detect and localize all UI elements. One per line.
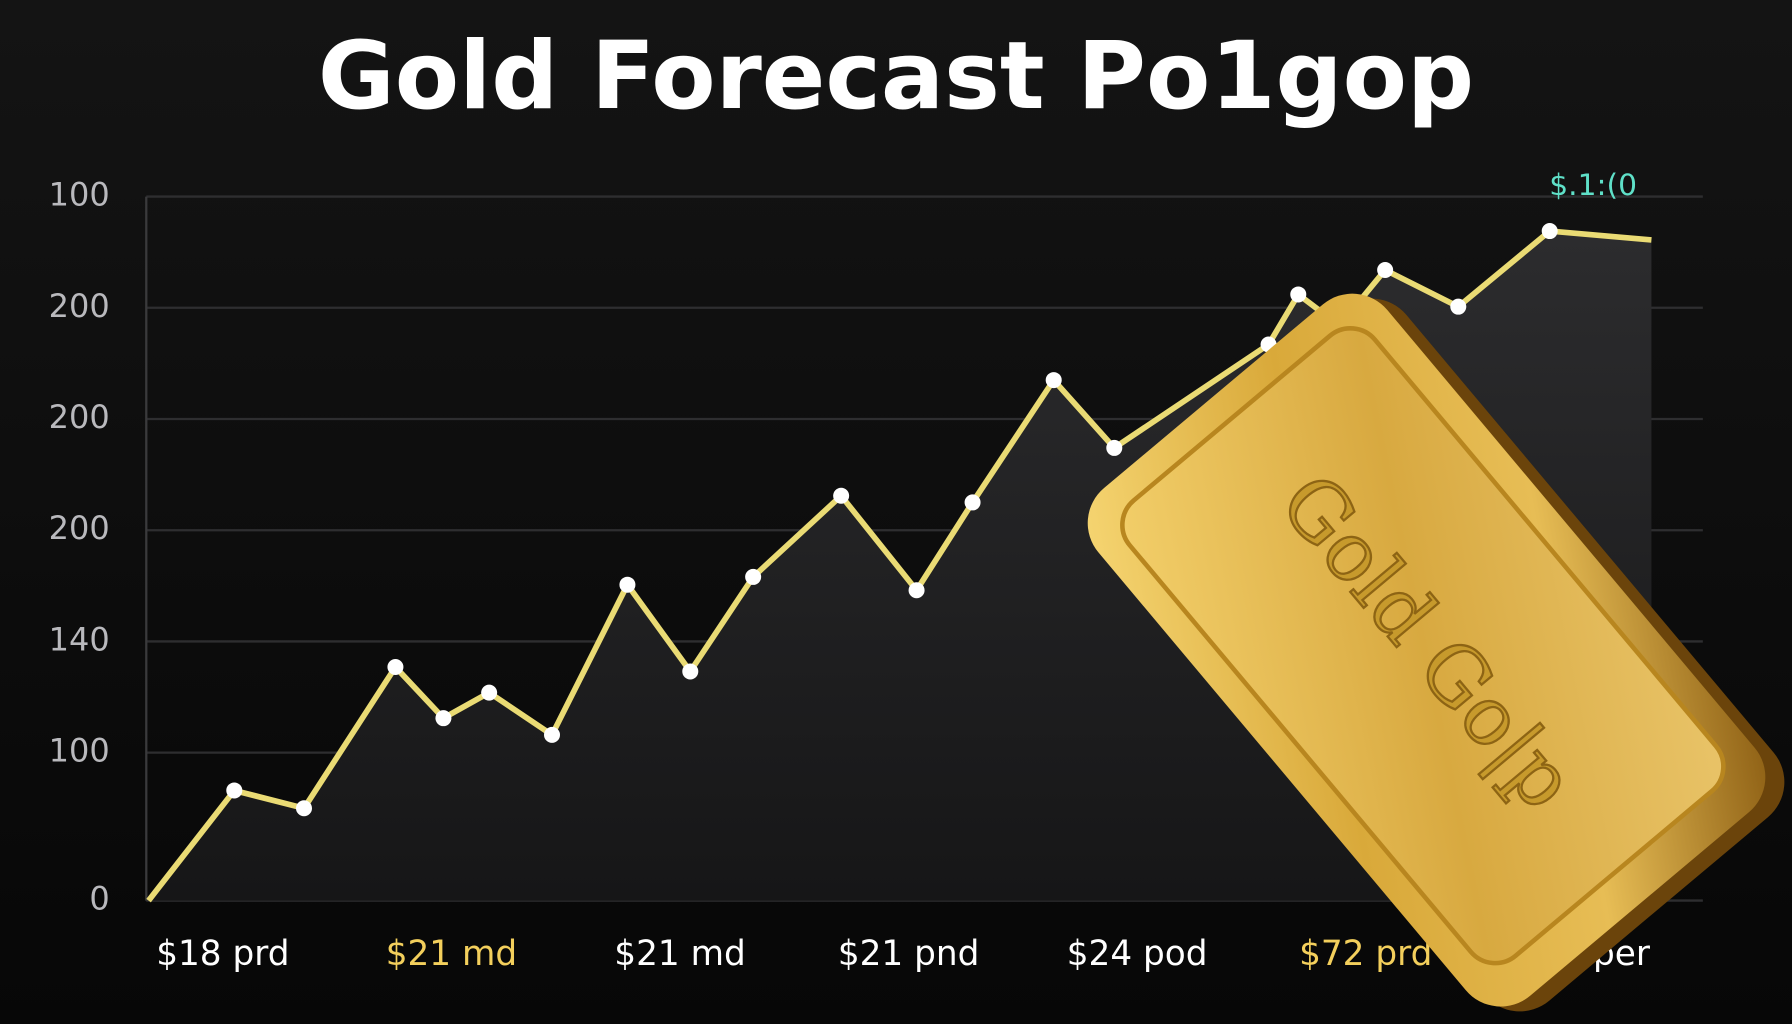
marker (619, 576, 636, 593)
y-tick-label: 200 (49, 398, 110, 436)
annotation: $.1:(0 (1549, 168, 1637, 203)
y-tick-label: 200 (49, 509, 110, 547)
y-tick-label: 100 (49, 732, 110, 770)
x-tick-label: $21 pnd (838, 934, 980, 974)
marker (387, 659, 404, 676)
marker (1541, 223, 1558, 240)
y-tick-label: 0 (89, 880, 109, 918)
marker (1377, 261, 1394, 278)
y-tick-label: 140 (49, 620, 110, 658)
x-tick-label: $21 md (614, 934, 745, 974)
marker (1290, 286, 1307, 303)
marker (745, 568, 762, 585)
marker (682, 663, 699, 680)
marker (1450, 298, 1467, 315)
chart-title: Gold Forecast Po1gop (318, 22, 1474, 131)
marker (964, 494, 981, 511)
x-tick-label: $18 prd (156, 934, 289, 974)
marker (544, 726, 560, 743)
x-tick-label: $24 pod (1067, 934, 1208, 974)
y-tick-label: 100 (49, 176, 110, 214)
marker (226, 782, 243, 799)
marker (908, 582, 925, 599)
marker (1045, 372, 1062, 389)
y-tick-label: 200 (49, 287, 110, 325)
marker (833, 487, 850, 504)
gold-bar: Gold Go|p (1087, 293, 1785, 1012)
marker (1106, 439, 1123, 456)
x-tick-label: $21 md (386, 934, 517, 974)
x-tick-label: $72 prd (1299, 934, 1432, 974)
marker (296, 800, 312, 817)
marker (481, 684, 498, 701)
marker (435, 710, 452, 727)
